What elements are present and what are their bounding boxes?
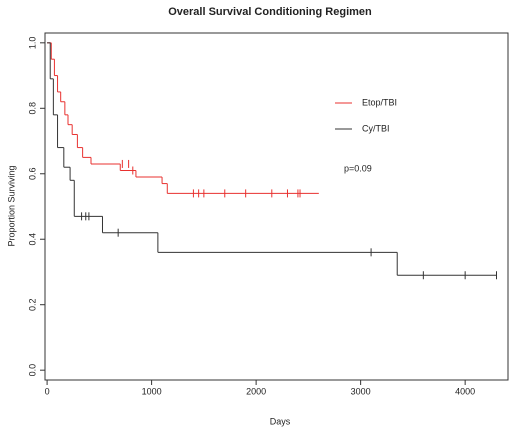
legend-label: Cy/TBI <box>362 123 390 133</box>
x-tick-label: 0 <box>45 386 50 396</box>
y-tick-label: 1.0 <box>27 37 37 50</box>
y-tick-label: 0.2 <box>27 298 37 311</box>
annotation: p=0.09 <box>344 163 372 173</box>
x-tick-label: 4000 <box>455 386 475 396</box>
plot-frame <box>44 32 509 381</box>
x-axis-label: Days <box>270 416 291 426</box>
chart-title: Overall Survival Conditioning Regimen <box>168 6 372 18</box>
y-axis-label: Proportion Surviving <box>6 165 16 246</box>
y-tick-label: 0.0 <box>27 364 37 377</box>
y-tick-label: 0.6 <box>27 168 37 181</box>
y-tick-label: 0.4 <box>27 233 37 246</box>
y-tick-label: 0.8 <box>27 102 37 115</box>
x-tick-label: 3000 <box>351 386 371 396</box>
x-tick-label: 2000 <box>246 386 266 396</box>
x-tick-label: 1000 <box>142 386 162 396</box>
legend-label: Etop/TBI <box>362 97 397 107</box>
